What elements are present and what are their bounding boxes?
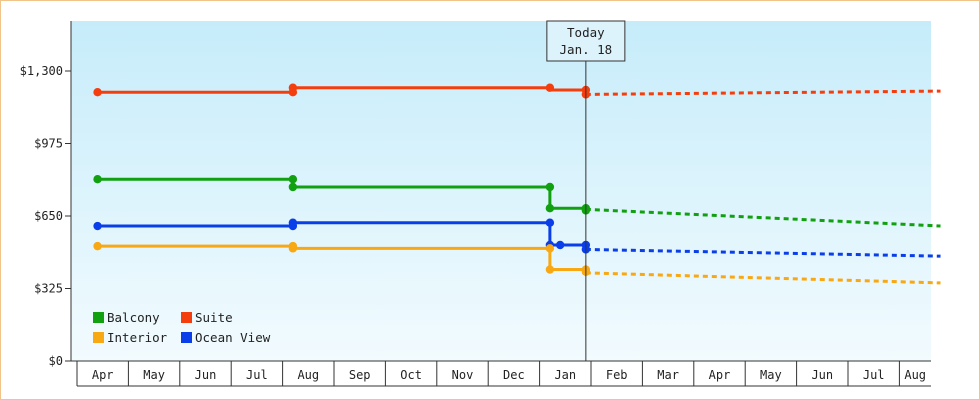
series-balcony (93, 174, 941, 228)
plot-area (71, 21, 931, 361)
x-tick-label: Aug (904, 368, 926, 382)
data-point-balcony (545, 182, 555, 192)
x-tick-label: Mar (657, 368, 679, 382)
y-tick-label: $0 (49, 354, 63, 368)
data-point-suite (93, 87, 102, 97)
legend-label-suite: Suite (195, 310, 233, 325)
today-marker: Today Jan. 18 (546, 20, 626, 361)
x-axis: Apr May Jun Jul Aug Sep Oct Nov Dec Jan Feb Mar Apr M… (71, 360, 931, 387)
legend-swatch-suite (181, 312, 192, 323)
data-point-interior (288, 244, 298, 253)
y-tick-label: $975 (34, 137, 63, 151)
legend: Balcony Suite Interior Ocean View (93, 310, 271, 345)
legend-label-balcony: Balcony (107, 310, 160, 325)
data-point-ocean-view (288, 218, 298, 227)
x-tick-label: Jan (554, 368, 576, 382)
legend-swatch-ocean-view (181, 332, 192, 343)
x-tick-label: Jul (246, 368, 268, 382)
x-tick-label: Apr (709, 368, 731, 382)
data-point-ocean-view (93, 221, 102, 231)
series-interior (93, 241, 941, 285)
data-point-interior (93, 241, 102, 251)
today-date: Jan. 18 (560, 42, 613, 57)
x-tick-label: Dec (503, 368, 525, 382)
data-point-ocean-view (545, 218, 555, 227)
x-tick-label: Jul (863, 368, 885, 382)
data-point-interior (545, 244, 555, 253)
x-tick-label: Feb (606, 368, 628, 382)
y-tick-label: $1,300 (20, 64, 63, 78)
x-tick-label: May (143, 368, 165, 382)
y-tick-label: $325 (34, 282, 63, 296)
data-point-balcony (545, 203, 555, 213)
today-box (546, 20, 626, 62)
legend-swatch-interior (93, 332, 104, 343)
y-tick-label: $650 (34, 209, 63, 223)
x-tick-label: Apr (92, 368, 114, 382)
x-tick-label: May (760, 368, 782, 382)
series-line-balcony (97, 177, 586, 210)
legend-swatch-balcony (93, 312, 104, 323)
x-tick-label: Sep (349, 368, 371, 382)
x-tick-label: Jun (195, 368, 217, 382)
data-point-suite (288, 83, 298, 92)
x-tick-label: Nov (452, 368, 474, 382)
data-point-balcony (93, 174, 102, 184)
legend-label-interior: Interior (107, 330, 168, 345)
data-point-balcony (288, 174, 298, 184)
data-point-suite (545, 83, 555, 92)
data-point-interior (545, 265, 555, 274)
series-line-interior (97, 244, 586, 272)
x-tick-label: Aug (297, 368, 319, 382)
today-label: Today (567, 25, 605, 40)
x-tick-label: Oct (400, 368, 422, 382)
y-axis: $0 $325 $650 $975 $1,300 (20, 21, 72, 368)
legend-label-ocean-view: Ocean View (195, 330, 271, 345)
data-point-balcony (288, 182, 298, 192)
data-point-ocean-view (555, 240, 565, 250)
x-tick-label: Jun (811, 368, 833, 382)
